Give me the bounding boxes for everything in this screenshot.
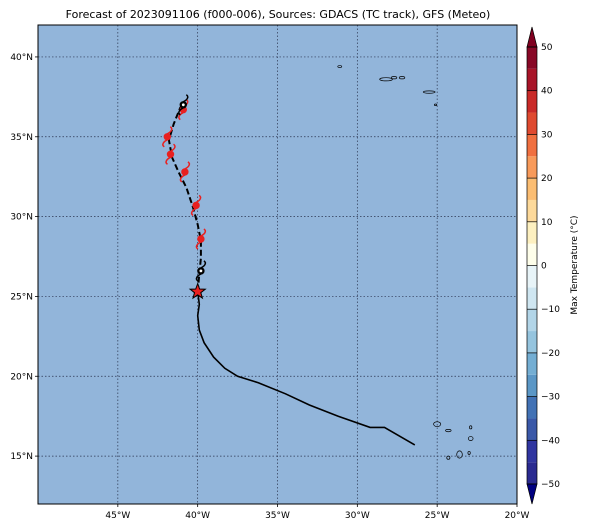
hurricane-symbol-icon <box>178 94 189 116</box>
hurricane-symbol-icon <box>179 161 191 183</box>
colorbar-bin <box>527 134 537 157</box>
island-outline <box>446 455 451 460</box>
colorbar-tick-label: 50 <box>541 43 553 53</box>
colorbar-tick-label: 30 <box>541 130 553 140</box>
lat-tick-label: 15°N <box>10 452 33 462</box>
colorbar-tick-label: 40 <box>541 87 553 97</box>
hurricane-eye-center <box>199 269 203 273</box>
colorbar-tick-label: −20 <box>541 349 560 359</box>
colorbar-bins <box>526 26 538 505</box>
current-position-star-icon <box>188 282 207 300</box>
lat-tick-label: 25°N <box>10 292 33 302</box>
island-outline <box>456 450 463 459</box>
lat-tick-label: 30°N <box>10 213 33 223</box>
colorbar-bin <box>527 243 537 266</box>
island-outline <box>390 76 398 80</box>
hurricane-symbol-icon <box>165 143 176 165</box>
lon-tick-label: 35°W <box>265 511 290 521</box>
colorbar-tick-label: −40 <box>541 436 560 446</box>
island-outline <box>337 65 343 68</box>
colorbar-bin <box>527 68 537 91</box>
colorbar-tick-label: −50 <box>541 480 560 490</box>
hurricane-eye-center <box>181 103 185 107</box>
colorbar-bin <box>527 440 537 463</box>
storm-symbols <box>162 94 207 282</box>
forecast-track-line <box>167 102 202 292</box>
colorbar-bin <box>527 156 537 179</box>
island-outline <box>433 421 442 427</box>
past-track-line <box>196 291 416 446</box>
lon-tick-label: 20°W <box>505 511 530 521</box>
colorbar-bin <box>527 352 537 375</box>
lon-tick-label: 40°W <box>185 511 210 521</box>
colorbar-bin <box>527 396 537 419</box>
lon-tick-label: 25°W <box>425 511 450 521</box>
map-panel <box>37 24 518 505</box>
colorbar-bin <box>527 331 537 353</box>
hurricane-symbol-icon <box>190 194 202 217</box>
lon-tick-label: 45°W <box>105 511 130 521</box>
hurricane-eye <box>192 201 200 210</box>
colorbar-tick-label: 10 <box>541 218 553 228</box>
figure-title: Forecast of 2023091106 (f000-006), Sourc… <box>66 8 491 21</box>
colorbar-bin <box>527 287 537 310</box>
latitude-ticks: 40°N 35°N 30°N 25°N 20°N 15°N <box>10 53 38 462</box>
colorbar-bin <box>527 418 537 441</box>
colorbar: 50 40 30 20 10 0 −10 −20 −30 −40 −50 Max Temperatu… <box>526 26 580 505</box>
lat-tick-label: 20°N <box>10 372 33 382</box>
colorbar-label: Max Temperature (°C) <box>570 215 580 314</box>
longitude-ticks: 45°W 40°W 35°W 30°W 25°W 20°W <box>105 504 530 521</box>
island-outline <box>469 425 473 430</box>
island-outline <box>445 429 452 433</box>
island-outline <box>434 103 438 106</box>
colorbar-bin <box>527 309 537 332</box>
hurricane-symbol-icon <box>162 126 173 148</box>
colorbar-tick-label: 20 <box>541 174 553 184</box>
colorbar-bin <box>527 374 537 397</box>
hurricane-symbol-icon <box>195 260 207 282</box>
island-outline <box>467 450 471 455</box>
colorbar-ticks: 50 40 30 20 10 0 −10 −20 −30 −40 −50 <box>527 43 560 490</box>
hurricane-eye <box>166 150 175 159</box>
colorbar-bin <box>527 112 537 135</box>
colorbar-under-arrow <box>526 483 538 505</box>
colorbar-bin <box>527 90 537 113</box>
lat-tick-label: 40°N <box>10 53 33 63</box>
colorbar-over-arrow <box>526 26 538 48</box>
lat-tick-label: 35°N <box>10 133 33 143</box>
graticule <box>38 25 518 504</box>
colorbar-bin <box>527 221 537 244</box>
hurricane-eye <box>163 133 172 141</box>
hurricane-symbol-icon <box>195 228 207 250</box>
hurricane-eye <box>181 168 189 176</box>
island-outline <box>422 90 436 94</box>
colorbar-bin <box>527 178 537 200</box>
colorbar-tick-label: 0 <box>541 262 547 272</box>
colorbar-tick-label: −30 <box>541 393 560 403</box>
colorbar-tick-label: −10 <box>541 305 560 315</box>
island-outline <box>398 76 406 80</box>
island-outline <box>467 436 474 441</box>
colorbar-bin <box>527 265 537 288</box>
lon-tick-label: 30°W <box>345 511 370 521</box>
island-outline <box>379 77 393 82</box>
colorbar-bin <box>527 47 537 69</box>
colorbar-bin <box>527 199 537 222</box>
coastlines <box>337 65 474 460</box>
hurricane-eye <box>197 235 205 243</box>
colorbar-bin <box>527 462 537 484</box>
